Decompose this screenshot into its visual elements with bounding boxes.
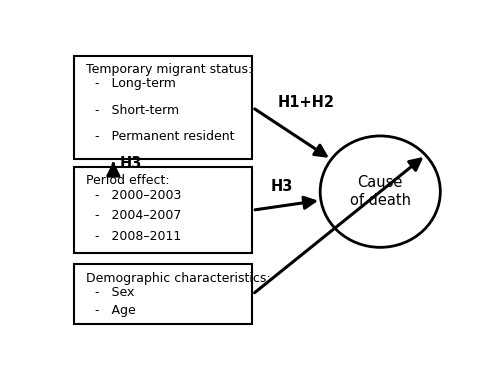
Text: H1+H2: H1+H2 — [277, 95, 334, 110]
Text: -   Permanent resident: - Permanent resident — [96, 130, 235, 143]
Text: H3: H3 — [119, 155, 142, 171]
Text: H3: H3 — [271, 179, 293, 194]
Text: Cause
of death: Cause of death — [350, 175, 411, 208]
Text: Period effect:: Period effect: — [86, 174, 170, 187]
Text: -   2004–2007: - 2004–2007 — [96, 209, 182, 222]
Text: -   Long-term: - Long-term — [96, 78, 176, 91]
Text: -   Age: - Age — [96, 304, 136, 317]
Text: -   Short-term: - Short-term — [96, 104, 180, 116]
Text: -   2008–2011: - 2008–2011 — [96, 230, 182, 243]
Text: Demographic characteristics:: Demographic characteristics: — [86, 272, 270, 285]
Text: -   Sex: - Sex — [96, 286, 135, 299]
FancyBboxPatch shape — [74, 56, 252, 159]
Text: Temporary migrant status:: Temporary migrant status: — [86, 63, 252, 76]
FancyBboxPatch shape — [74, 265, 252, 325]
Ellipse shape — [320, 136, 440, 247]
Text: -   2000–2003: - 2000–2003 — [96, 189, 182, 202]
FancyBboxPatch shape — [74, 167, 252, 253]
